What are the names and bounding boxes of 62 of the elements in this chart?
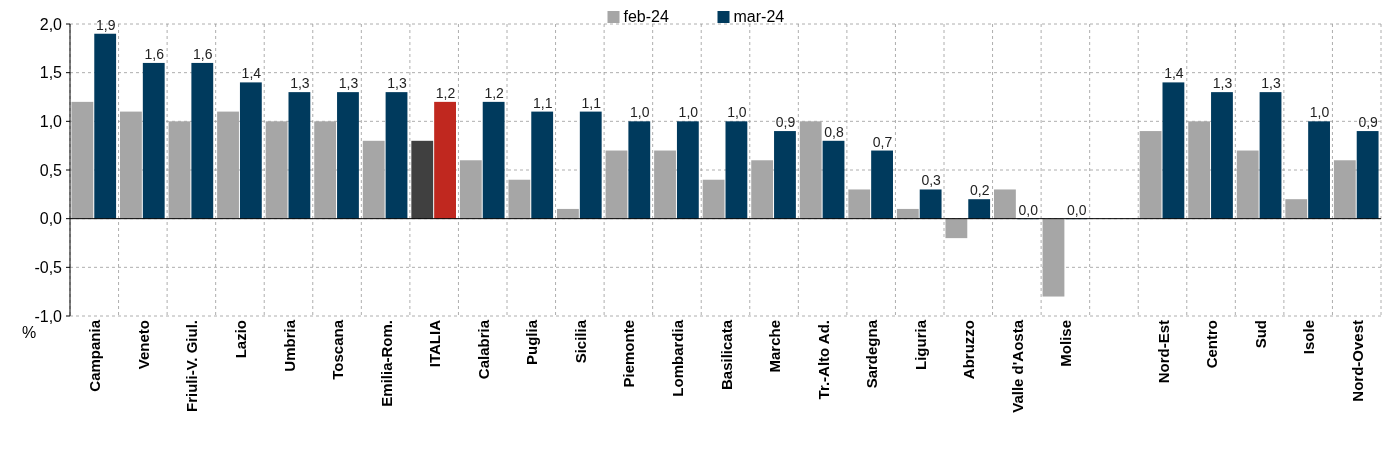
x-tick-label: Lombardia <box>668 319 686 397</box>
y-tick-label: 0,0 <box>39 210 63 228</box>
x-tick-label: Campania <box>86 319 104 392</box>
data-label: 0,9 <box>775 114 796 131</box>
data-label: 1,6 <box>193 45 213 62</box>
data-label: 1,1 <box>581 94 602 111</box>
x-tick-label: Nord-Est <box>1154 320 1172 384</box>
x-tick-label: Tr.-Alto Ad. <box>814 320 832 400</box>
data-label: 1,3 <box>338 75 359 92</box>
data-label: 1,0 <box>727 104 747 121</box>
y-tick-label: 1,5 <box>39 64 63 82</box>
data-label: 1,6 <box>144 45 165 62</box>
x-tick-label: Centro <box>1203 320 1221 369</box>
data-label: 1,1 <box>532 94 553 111</box>
y-tick-label: 2,0 <box>39 15 63 33</box>
data-label: 1,4 <box>241 65 262 82</box>
x-tick-label: Liguria <box>911 319 929 371</box>
x-tick-label: Umbria <box>280 319 298 372</box>
legend-label: mar-24 <box>733 8 785 25</box>
data-label: 1,0 <box>678 104 699 121</box>
data-label: 0,0 <box>1018 201 1039 218</box>
x-tick-label: Nord-Ovest <box>1348 320 1366 402</box>
x-tick-label: Marche <box>766 320 784 373</box>
data-label: 1,3 <box>290 75 310 92</box>
x-tick-label: Lazio <box>231 320 249 359</box>
data-label: 0,9 <box>1358 114 1379 131</box>
data-label: 0,2 <box>969 182 990 199</box>
data-label: 1,9 <box>95 16 116 33</box>
data-label: 1,0 <box>630 104 650 121</box>
x-tick-label: Isole <box>1300 320 1318 355</box>
data-label: 1,3 <box>1212 75 1233 92</box>
x-tick-label: Sud <box>1251 320 1269 349</box>
x-tick-label: Puglia <box>523 319 541 366</box>
data-label: 1,0 <box>1309 104 1330 121</box>
x-tick-label: Basilicata <box>717 319 735 391</box>
y-axis-title: % <box>22 324 37 341</box>
x-tick-label: ITALIA <box>426 319 444 368</box>
data-label: 1,3 <box>1261 75 1281 92</box>
y-tick-label: -0,5 <box>34 258 63 276</box>
x-tick-label: Piemonte <box>620 320 638 388</box>
x-tick-label: Friuli-V. Giul. <box>183 320 201 412</box>
x-tick-label: Sardegna <box>863 319 881 389</box>
x-tick-label: Molise <box>1057 320 1075 367</box>
x-tick-label: Valle d'Aosta <box>1008 319 1026 413</box>
data-label: 0,3 <box>921 172 942 189</box>
x-tick-label: Abruzzo <box>960 320 978 380</box>
x-tick-label: Emilia-Rom. <box>377 320 395 407</box>
x-tick-label: Veneto <box>134 320 152 370</box>
data-label: 1,2 <box>435 84 456 101</box>
data-label: 1,4 <box>1164 65 1184 82</box>
y-tick-label: -1,0 <box>34 307 63 325</box>
data-label: 1,2 <box>484 84 505 101</box>
data-label: 1,3 <box>387 75 407 92</box>
data-label: 0,8 <box>824 123 844 140</box>
x-tick-label: Toscana <box>329 319 347 380</box>
y-tick-label: 1,0 <box>39 112 63 130</box>
x-tick-label: Sicilia <box>571 319 589 364</box>
legend-label: feb-24 <box>623 8 669 25</box>
data-label: 0,0 <box>1067 201 1087 218</box>
x-tick-label: Calabria <box>474 319 492 380</box>
data-label: 0,7 <box>872 133 893 150</box>
y-tick-label: 0,5 <box>39 161 63 179</box>
